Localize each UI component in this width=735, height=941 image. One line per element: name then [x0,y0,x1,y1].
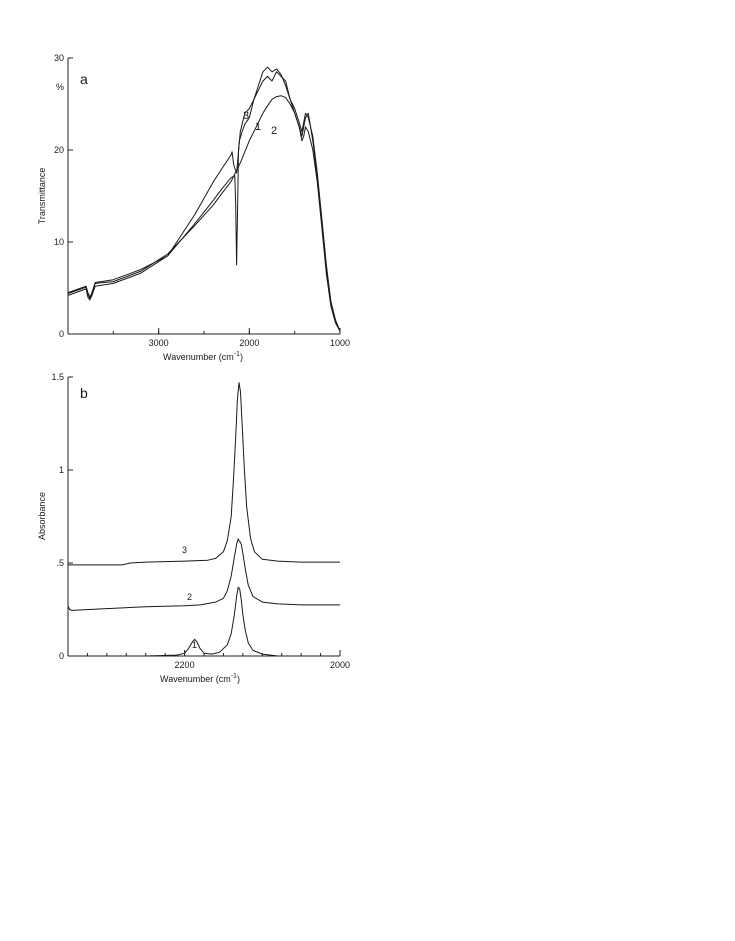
panel-a-x-tick-label: 2000 [239,338,259,348]
panel-a-y-tick-label: 20 [54,145,64,155]
panel-b-y-tick-label: 1 [59,465,64,475]
panel-b-y-tick-label: 0 [59,651,64,661]
panel-b-y-tick-label: 1.5 [51,372,64,382]
panel-a-curve-label-3: 3 [243,110,249,122]
panel-b-x-label-sup: -1 [231,673,237,680]
panel-b-x-tick-label: 2200 [175,660,195,670]
panel-a-curve-label-2: 2 [271,125,277,137]
panel-b-series-2-line [67,538,340,611]
panel-b-x-tick-label: 2000 [330,660,350,670]
panel-a-y-unit: % [56,82,64,92]
panel-a-ticks: 3000 2000 1000 0 10 20 30 [54,53,350,348]
panel-b-curve-label-1: 1 [192,640,197,650]
panel-b-curve-label-2: 2 [187,592,192,602]
panel-a-axes [67,58,340,335]
panel-b-series [67,382,340,657]
panel-a-series-3-line [67,66,341,332]
panel-a-x-axis-label: Wavenumber (cm-1) [163,351,243,362]
panel-a-letter: a [80,71,88,87]
panel-a-series-2-line [67,95,341,332]
panel-b-y-tick-label: .5 [56,558,64,568]
panel-b-axes [67,377,340,657]
panel-a-y-tick-label: 0 [59,329,64,339]
panel-a-y-tick-label: 10 [54,237,64,247]
panel-b-series-3-line [68,382,340,566]
panel-b-x-label-main: Wavenumber (cm [160,674,231,684]
panel-a-transmittance-chart: 3000 2000 1000 0 10 20 30 a % Transmittance Wa… [37,53,350,362]
panel-b-curve-label-3: 3 [182,545,187,555]
panel-b-x-label-tail: ) [237,674,240,684]
panel-b-letter: b [80,385,88,401]
panel-a-y-tick-label: 30 [54,53,64,63]
panel-b-x-axis-label: Wavenumber (cm-1) [160,673,240,684]
panel-a-x-tick-label: 3000 [149,338,169,348]
panel-a-series-1-line [67,71,341,332]
panel-b-series-1-line [68,586,340,657]
panel-b-ticks: 2200 2000 0 .5 1 1.5 [51,372,350,670]
panel-a-x-label-tail: ) [240,352,243,362]
panel-a-x-label-sup: -1 [234,351,240,358]
panel-a-x-label-main: Wavenumber (cm [163,352,234,362]
panel-a-x-tick-label: 1000 [330,338,350,348]
panel-a-series [67,66,341,332]
panel-b-y-axis-label: Absorbance [37,492,47,540]
panel-a-y-axis-label: Transmittance [37,168,47,225]
panel-a-curve-label-1: 1 [255,121,261,133]
panel-b-absorbance-chart: 2200 2000 0 .5 1 1.5 b Absorbance Wavenumber … [37,372,350,684]
